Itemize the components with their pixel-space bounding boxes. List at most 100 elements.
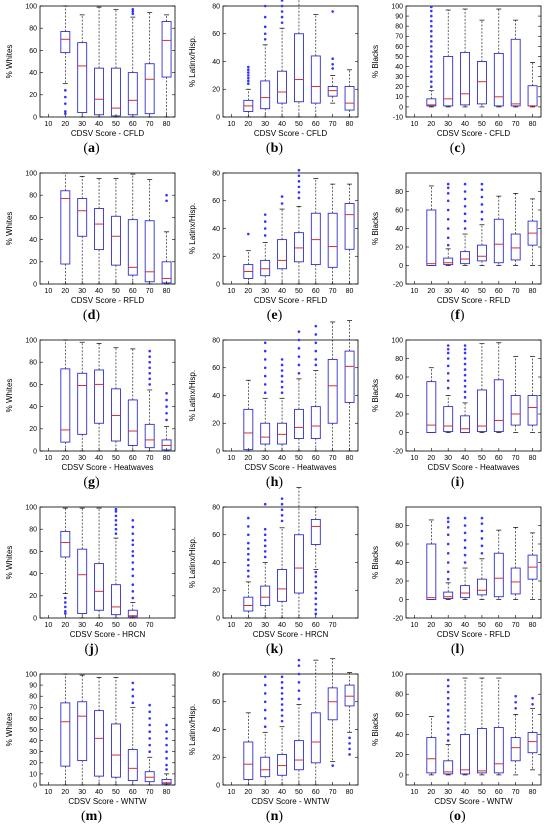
- x-tick-label: 30: [444, 455, 452, 462]
- outlier-point: [430, 65, 433, 68]
- x-tick-label: 50: [295, 121, 303, 128]
- outlier-point: [280, 358, 284, 361]
- plot-frame: [222, 339, 359, 452]
- outlier-point: [314, 580, 318, 584]
- box-80: [527, 62, 538, 108]
- outlier-point: [446, 208, 450, 212]
- boxplot-f: -20 0 20 40 60 80 10 20 30 40 50 60 70 80 CDSV Score -…: [371, 172, 542, 305]
- outlier-point: [114, 510, 118, 513]
- box-30: [260, 213, 271, 285]
- box-40: [94, 178, 105, 285]
- outlier-point: [480, 537, 484, 540]
- x-tick-label: 80: [163, 288, 171, 295]
- outlier-point: [131, 688, 135, 691]
- x-tick-label: 80: [163, 121, 171, 128]
- box-50: [476, 19, 487, 108]
- iqr-box: [127, 72, 138, 116]
- outlier-point: [446, 551, 450, 555]
- y-tick-label: 60: [212, 365, 220, 372]
- x-tick-label: 80: [529, 288, 537, 295]
- outlier-point: [430, 40, 433, 43]
- iqr-box: [310, 519, 321, 545]
- x-tick-label: 60: [129, 288, 137, 295]
- iqr-box: [476, 389, 487, 433]
- iqr-box: [310, 212, 321, 266]
- outlier-point: [165, 391, 168, 395]
- y-axis-label: % Latinx/Hisp.: [188, 704, 197, 755]
- outlier-point: [446, 243, 450, 247]
- outlier-point: [131, 10, 135, 13]
- box-60: [493, 529, 504, 600]
- panel-letter: (j): [84, 642, 99, 657]
- y-tick-label: 80: [212, 504, 220, 511]
- outlier-point: [446, 715, 450, 718]
- outlier-point: [165, 750, 168, 753]
- outlier-point: [280, 380, 284, 383]
- iqr-box: [493, 379, 504, 433]
- outlier-point: [430, 75, 433, 78]
- x-tick-label: 30: [78, 622, 86, 629]
- x-tick-label: 10: [411, 121, 419, 128]
- box-60: [310, 659, 321, 786]
- iqr-box: [127, 749, 138, 782]
- x-tick-label: 30: [261, 789, 269, 796]
- y-tick-label: 100: [25, 170, 37, 177]
- y-tick-label: 60: [29, 549, 37, 556]
- outlier-point: [430, 14, 433, 18]
- iqr-box: [260, 80, 271, 110]
- y-tick-label: 60: [212, 198, 220, 205]
- outlier-point: [480, 217, 484, 221]
- outlier-point: [131, 12, 135, 16]
- outlier-point: [446, 199, 450, 203]
- x-axis-label: CDSV Score - RFLD: [71, 296, 145, 305]
- box-20: [243, 516, 254, 619]
- y-tick-label: 0: [33, 615, 37, 622]
- outlier-point: [446, 684, 450, 688]
- box-70: [510, 19, 521, 108]
- outlier-point: [280, 686, 284, 690]
- outlier-point: [64, 95, 67, 99]
- outlier-point: [463, 344, 467, 347]
- box-50: [110, 8, 121, 118]
- y-axis-label: % Blacks: [371, 713, 380, 746]
- x-tick-label: 60: [312, 455, 320, 462]
- y-tick-label: -20: [393, 448, 403, 455]
- outlier-point: [314, 612, 318, 616]
- outlier-point: [314, 341, 318, 345]
- outlier-point: [297, 672, 301, 676]
- iqr-box: [476, 61, 487, 105]
- box-20: [243, 379, 254, 452]
- y-tick-label: 80: [212, 170, 220, 177]
- outlier-point: [314, 333, 318, 336]
- box-70: [327, 658, 338, 767]
- y-tick-label: 80: [395, 523, 403, 530]
- outlier-point: [148, 743, 151, 747]
- x-tick-label: 40: [278, 121, 286, 128]
- outlier-point: [314, 324, 318, 328]
- iqr-box: [127, 609, 138, 618]
- iqr-box: [327, 687, 338, 721]
- outlier-point: [446, 182, 450, 186]
- outlier-point: [148, 737, 151, 740]
- x-tick-label: 20: [427, 288, 435, 295]
- box-50: [476, 516, 487, 600]
- box-80: [527, 532, 538, 600]
- box-40: [277, 497, 288, 619]
- y-tick-label: 80: [29, 360, 37, 367]
- outlier-point: [430, 24, 433, 28]
- box-50: [293, 487, 304, 619]
- y-axis-label: % Whites: [5, 45, 14, 79]
- y-tick-label: 20: [29, 593, 37, 600]
- box-60: [493, 342, 504, 433]
- y-tick-label: 60: [29, 716, 37, 723]
- iqr-box: [527, 395, 538, 426]
- outlier-point: [297, 355, 301, 358]
- outlier-point: [280, 681, 284, 684]
- x-axis-label: CDSV Score - WNTW: [68, 797, 147, 806]
- iqr-box: [110, 388, 121, 442]
- y-axis-label: % Latinx/Hisp.: [188, 36, 197, 87]
- outlier-point: [514, 707, 517, 710]
- outlier-point: [480, 195, 484, 199]
- box-70: [144, 12, 155, 118]
- iqr-box: [144, 220, 155, 283]
